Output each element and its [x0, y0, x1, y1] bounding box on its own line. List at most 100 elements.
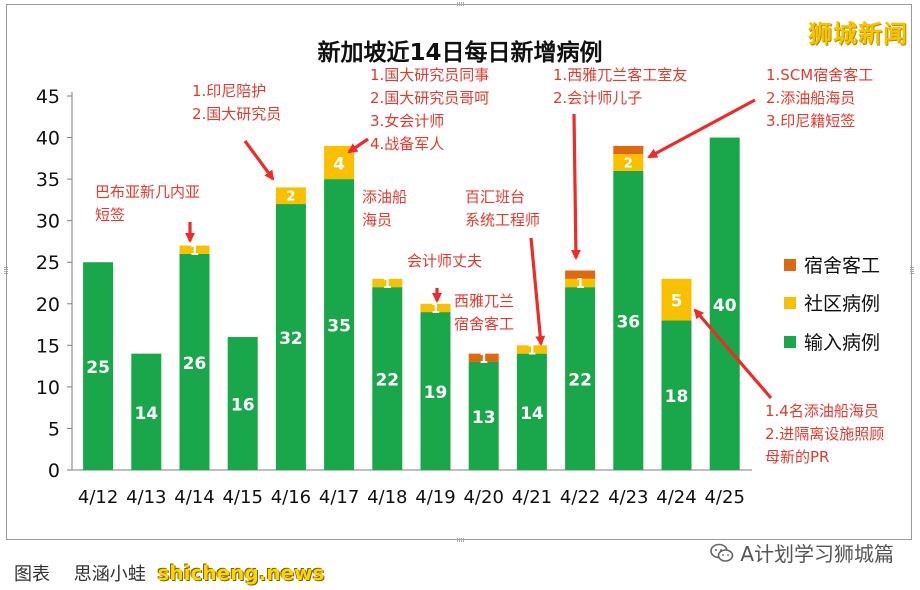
data-label: 13	[472, 408, 496, 428]
annotation-line: 1.4名添油船海员	[765, 402, 879, 420]
data-label: 1	[383, 277, 392, 292]
legend-swatch	[784, 336, 796, 348]
x-tick-label: 4/12	[78, 487, 118, 508]
annotation-line: 3.女会计师	[370, 112, 445, 130]
y-tick-label: 25	[36, 252, 60, 274]
x-tick-label: 4/15	[222, 487, 262, 508]
bar-社区病例	[516, 345, 547, 354]
data-labels: 25 14 26 1 16 32 2 35 4 22 1 19 1 13 1 14 1 22 1 36 2 18 5 40	[86, 154, 736, 427]
annotation-4-23: 1.SCM宿舍客工 2.添油船海员 3.印尼籍短签	[766, 64, 873, 133]
data-label: 18	[665, 387, 689, 407]
annotation-line: 2.国大研究员	[192, 105, 282, 123]
annotation-arrow	[243, 140, 275, 181]
bar-输入病例	[324, 179, 355, 470]
data-label: 19	[424, 383, 448, 403]
bar-宿舍客工	[613, 145, 644, 155]
annotation-arrow	[693, 308, 773, 400]
credit-text: A计划学习狮城篇	[740, 542, 894, 566]
y-tick-label: 30	[36, 211, 60, 233]
data-label: 1	[576, 277, 585, 292]
legend-swatch	[784, 297, 796, 309]
data-label: 26	[183, 354, 207, 374]
annotation-line: 系统工程师	[465, 211, 541, 229]
annotation-line: 百汇班台	[465, 188, 526, 206]
annotation-line: 3.印尼籍短签	[766, 112, 856, 130]
annotation-line: 巴布亚新几内亚	[95, 183, 201, 201]
data-label: 1	[527, 343, 536, 358]
bar-输入病例	[83, 262, 114, 470]
x-tick-label: 4/21	[512, 487, 552, 508]
x-tick-label: 4/16	[271, 487, 311, 508]
x-tick-label: 4/24	[656, 487, 696, 508]
annotation-line: 1.西雅兀兰客工室友	[553, 66, 688, 84]
legend-label: 社区病例	[804, 293, 880, 315]
bar-输入病例	[131, 353, 162, 470]
bar-宿舍客工	[468, 353, 499, 362]
bars	[83, 137, 740, 471]
bar-社区病例	[372, 278, 403, 288]
x-tick-label: 4/18	[367, 487, 407, 508]
y-tick-label: 15	[36, 335, 60, 357]
annotation-arrow	[347, 137, 369, 154]
annotation-4-14: 巴布亚新几内亚 短签	[95, 181, 200, 227]
x-tick-label: 4/23	[608, 487, 648, 508]
resize-handle-bottom[interactable]	[457, 538, 465, 542]
bar-输入病例	[179, 253, 210, 470]
bar-输入病例	[565, 287, 596, 470]
annotation-4-24: 1.4名添油船海员 2.进隔离设施照顾 母新的PR	[765, 400, 884, 469]
bar-输入病例	[372, 287, 403, 470]
annotation-4-22: 1.西雅兀兰客工室友 2.会计师儿子	[553, 64, 687, 110]
wechat-icon	[710, 542, 734, 564]
legend-swatch	[784, 259, 796, 271]
y-tick-label: 20	[36, 294, 60, 316]
annotation-line: 2.会计师儿子	[553, 89, 643, 107]
data-label: 40	[713, 296, 737, 316]
bar-输入病例	[661, 320, 692, 470]
annotation-line: 宿舍客工	[454, 315, 515, 333]
bar-输入病例	[613, 170, 644, 471]
y-tick-label: 45	[36, 86, 60, 108]
annotation-arrow	[570, 113, 581, 260]
data-label: 14	[134, 404, 158, 424]
data-label: 16	[231, 396, 255, 416]
annotation-line: 1.印尼陪护	[192, 82, 267, 100]
annotation-line: 短签	[95, 206, 126, 224]
data-label: 32	[279, 329, 303, 349]
bar-输入病例	[516, 353, 547, 470]
annotation-line: 会计师丈夫	[407, 252, 483, 270]
bar-输入病例	[227, 337, 258, 470]
y-tick-label: 5	[48, 418, 60, 440]
data-label: 1	[190, 244, 199, 259]
annotation-arrow	[647, 98, 756, 159]
x-tick-label: 4/14	[174, 487, 214, 508]
data-label: 2	[624, 156, 633, 171]
bar-社区病例	[420, 303, 451, 313]
source-line: 图表 思涵小蛙 shicheng.news	[14, 560, 324, 586]
annotation-line: 1.国大研究员同事	[370, 66, 490, 84]
bar-社区病例	[661, 278, 692, 321]
annotation-line: 西雅兀兰	[454, 292, 515, 310]
x-tick-label: 4/25	[704, 487, 744, 508]
annotation-line: 2.国大研究员哥呵	[370, 89, 490, 107]
bar-社区病例	[179, 245, 210, 254]
annotation-arrows	[185, 98, 773, 400]
resize-handle-left[interactable]	[4, 266, 8, 274]
wechat-credit: A计划学习狮城篇	[710, 538, 894, 567]
resize-handle-top[interactable]	[457, 2, 465, 6]
bar-输入病例	[468, 361, 499, 470]
annotation-line: 2.进隔离设施照顾	[765, 425, 885, 443]
annotation-line: 1.SCM宿舍客工	[766, 66, 874, 84]
watermark: 狮城新闻	[808, 20, 908, 48]
x-tick-label: 4/17	[319, 487, 359, 508]
chart-title: 新加坡近14日每日新增病例	[317, 39, 602, 66]
resize-handle-right[interactable]	[910, 266, 914, 274]
bar-输入病例	[709, 137, 740, 471]
annotation-4-19: 会计师丈夫	[407, 250, 482, 273]
data-label: 36	[616, 312, 640, 332]
annotation-line: 4.战备军人	[370, 135, 445, 153]
x-tick-label: 4/20	[463, 487, 503, 508]
bar-社区病例	[613, 154, 644, 171]
